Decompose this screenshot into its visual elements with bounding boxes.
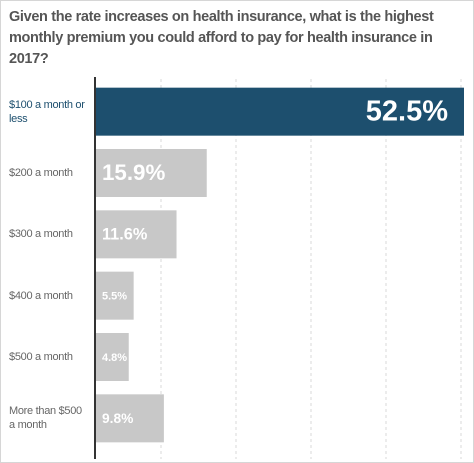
category-label: $200 a month xyxy=(9,167,73,179)
value-label: 52.5% xyxy=(366,95,448,127)
bar xyxy=(95,87,464,136)
category-label: $100 a month or less xyxy=(9,98,85,125)
category-label: More than $500 a month xyxy=(9,405,82,432)
bar xyxy=(95,271,134,320)
category-label: $400 a month xyxy=(9,289,73,302)
value-label: 15.9% xyxy=(102,160,165,185)
value-label: 4.8% xyxy=(102,352,127,364)
bar xyxy=(95,210,177,259)
category-label: $500 a month xyxy=(9,351,73,363)
bar xyxy=(95,333,129,381)
value-label: 11.6% xyxy=(102,226,148,244)
chart-title: Given the rate increases on health insur… xyxy=(9,9,434,67)
grid xyxy=(160,79,462,459)
category-label: $300 a month xyxy=(9,228,73,241)
bar xyxy=(95,149,207,197)
value-label: 9.8% xyxy=(102,411,133,426)
value-label: 5.5% xyxy=(102,291,127,303)
bar xyxy=(95,394,164,443)
